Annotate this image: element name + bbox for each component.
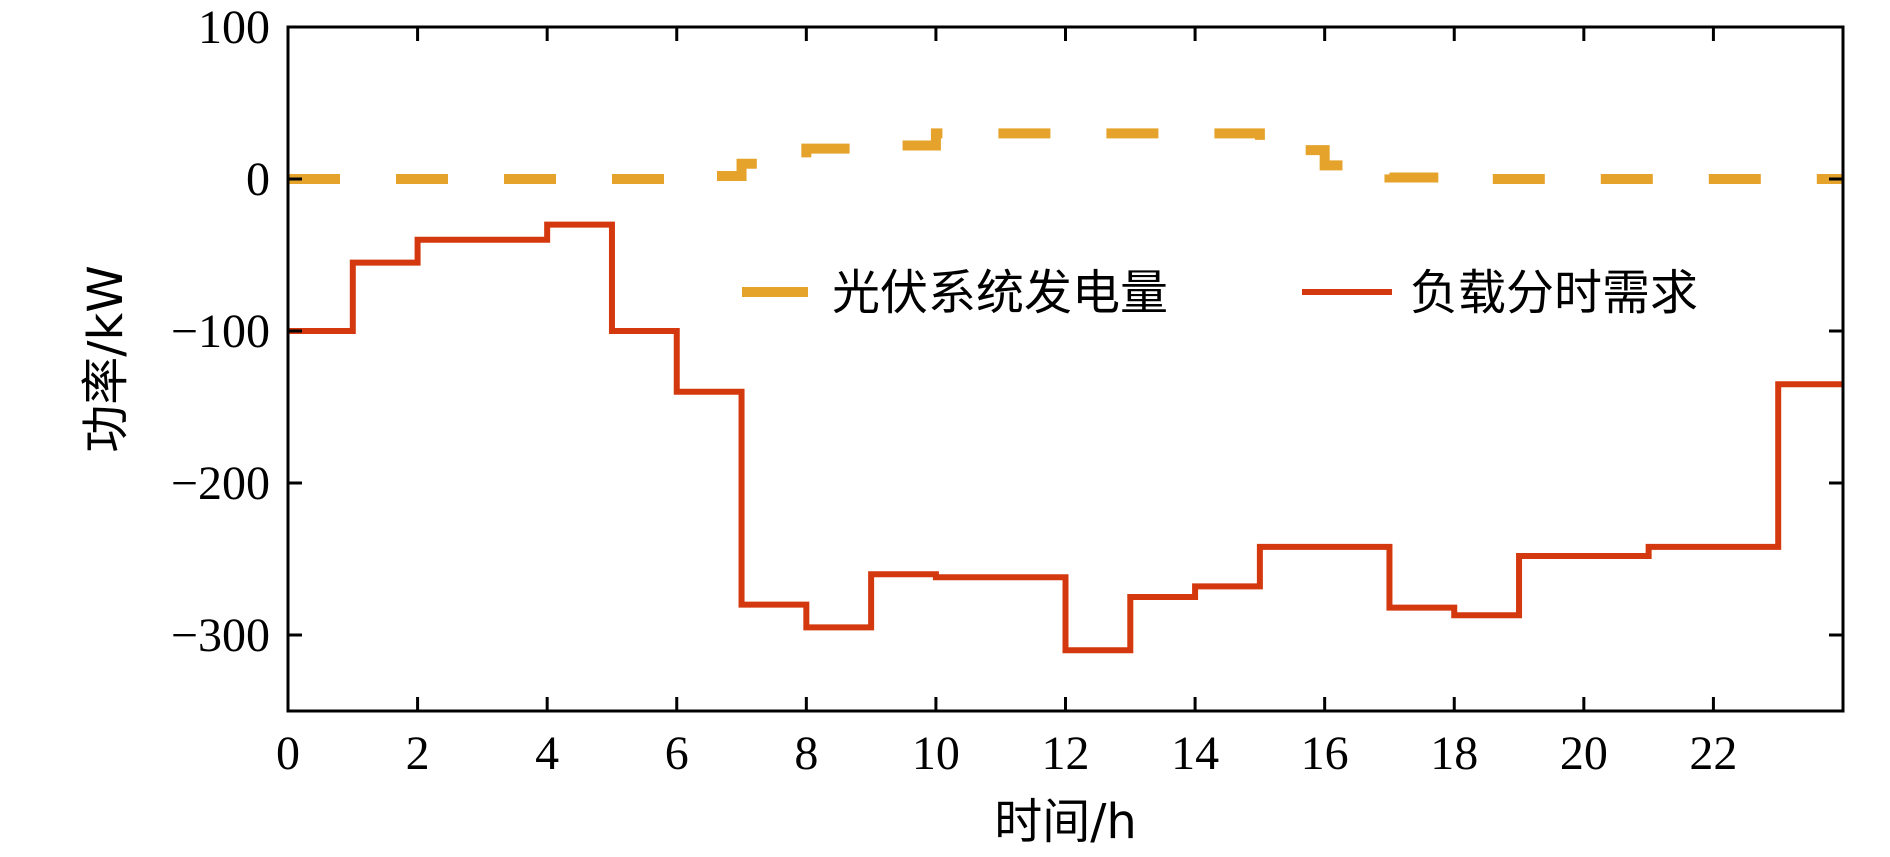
x-tick-label: 10 xyxy=(912,727,960,780)
x-tick-label: 22 xyxy=(1689,727,1737,780)
y-tick-label: 100 xyxy=(198,1,270,54)
legend-label-load: 负载分时需求 xyxy=(1410,265,1698,321)
series-line-0 xyxy=(288,128,1843,184)
y-tick-label: −300 xyxy=(171,609,270,662)
y-tick-label: −100 xyxy=(171,305,270,358)
legend: 光伏系统发电量 负载分时需求 xyxy=(742,265,1698,321)
y-tick-label: −200 xyxy=(171,457,270,510)
x-tick-label: 8 xyxy=(794,727,818,780)
y-tick-label: 0 xyxy=(246,153,270,206)
x-tick-label: 14 xyxy=(1171,727,1219,780)
series-line-1 xyxy=(288,221,1843,654)
series-layer xyxy=(288,128,1843,654)
x-tick-label: 4 xyxy=(535,727,559,780)
x-tick-label: 0 xyxy=(276,727,300,780)
ticks-layer xyxy=(286,25,1843,711)
tick-labels-layer: 0 2 4 6 8 10 12 14 16 18 20 22 100 0 −100 −200 −300 xyxy=(171,1,1737,780)
x-tick-label: 16 xyxy=(1301,727,1349,780)
x-axis-title: 时间/h xyxy=(994,794,1137,850)
x-tick-label: 2 xyxy=(406,727,430,780)
x-tick-label: 20 xyxy=(1560,727,1608,780)
x-tick-label: 18 xyxy=(1430,727,1478,780)
y-axis-title: 功率/kW xyxy=(78,265,134,452)
x-tick-label: 12 xyxy=(1042,727,1090,780)
x-tick-label: 6 xyxy=(665,727,689,780)
legend-label-pv: 光伏系统发电量 xyxy=(832,265,1168,321)
